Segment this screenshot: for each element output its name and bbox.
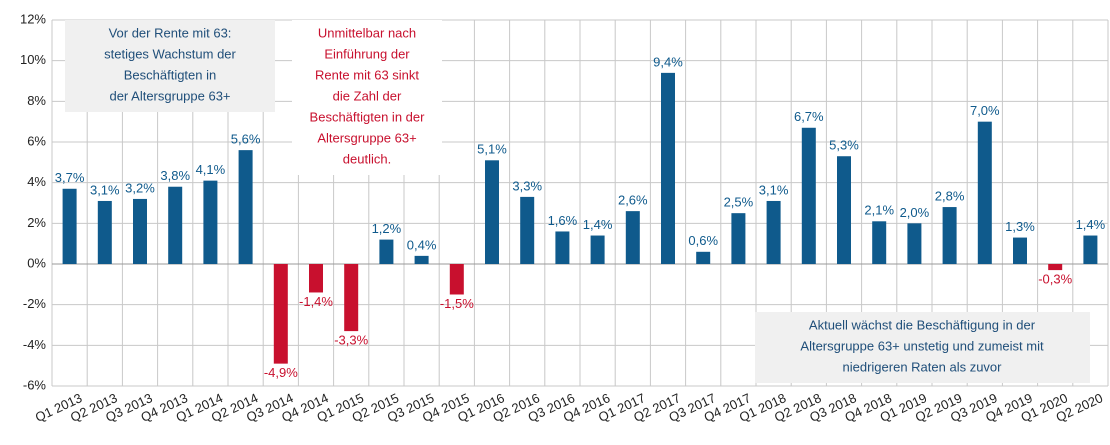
bar xyxy=(942,207,957,264)
value-label: -1,5% xyxy=(440,296,474,311)
annotation-text: niedrigeren Raten als zuvor xyxy=(843,359,1003,374)
bar xyxy=(872,221,887,264)
bar xyxy=(731,213,746,264)
bar xyxy=(1048,264,1063,271)
bar xyxy=(238,150,253,264)
bar xyxy=(555,231,570,264)
value-label: 1,3% xyxy=(1005,219,1035,234)
annotation-box xyxy=(65,20,275,112)
bar xyxy=(520,196,535,264)
bar xyxy=(273,264,288,364)
y-tick-label: 4% xyxy=(27,174,46,189)
y-tick-label: -4% xyxy=(23,337,47,352)
bar xyxy=(485,160,499,264)
y-tick-label: 12% xyxy=(20,11,46,26)
bar xyxy=(379,239,394,264)
annotation-text: Beschäftigten in xyxy=(124,67,217,82)
value-label: -1,4% xyxy=(299,294,333,309)
bar xyxy=(309,264,323,293)
annotation-text: der Altersgruppe 63+ xyxy=(109,88,230,103)
annotation-text: die Zahl der xyxy=(333,88,402,103)
bar xyxy=(696,251,711,264)
value-label: 3,1% xyxy=(759,182,789,197)
annotation-text: stetiges Wachstum der xyxy=(104,46,236,61)
annotation-box xyxy=(755,312,1090,383)
annotation-text: Altersgruppe 63+ unstetig und zumeist mi… xyxy=(800,338,1044,353)
value-label: 3,2% xyxy=(125,180,155,195)
value-label: 1,4% xyxy=(583,217,613,232)
annotation-text: Rente mit 63 sinkt xyxy=(315,67,419,82)
value-label: 5,3% xyxy=(829,138,859,153)
bar xyxy=(203,180,218,264)
value-label: 1,4% xyxy=(1076,217,1106,232)
bar xyxy=(1013,237,1027,264)
value-label: 3,3% xyxy=(512,178,542,193)
value-label: -0,3% xyxy=(1038,272,1072,287)
bar xyxy=(907,223,922,264)
value-label: 1,2% xyxy=(372,221,402,236)
bar xyxy=(168,186,183,264)
value-label: 3,8% xyxy=(160,168,190,183)
y-tick-label: 8% xyxy=(27,93,46,108)
value-label: -3,3% xyxy=(334,333,368,348)
bar xyxy=(449,264,464,295)
bar xyxy=(62,188,77,264)
y-tick-label: 6% xyxy=(27,133,46,148)
value-label: 5,6% xyxy=(231,132,261,147)
value-label: 2,8% xyxy=(935,189,965,204)
bar xyxy=(414,255,429,264)
value-label: 1,6% xyxy=(548,213,578,228)
value-label: 3,1% xyxy=(90,182,120,197)
value-label: 2,5% xyxy=(724,195,754,210)
bar xyxy=(766,200,781,264)
bar xyxy=(133,198,147,264)
annotation-text: Altersgruppe 63+ xyxy=(317,130,416,145)
bar xyxy=(1083,235,1098,264)
bar xyxy=(801,127,816,265)
value-label: 2,6% xyxy=(618,193,648,208)
value-label: -4,9% xyxy=(264,365,298,380)
annotation-text: Einführung der xyxy=(324,46,410,61)
y-tick-label: 0% xyxy=(27,255,46,270)
annotation-text: Unmittelbar nach xyxy=(318,25,416,40)
bar xyxy=(590,235,605,264)
y-tick-label: 2% xyxy=(27,215,46,230)
value-label: 3,7% xyxy=(55,170,85,185)
bar xyxy=(344,264,359,332)
value-label: 6,7% xyxy=(794,109,824,124)
y-tick-label: 10% xyxy=(20,52,46,67)
value-label: 4,1% xyxy=(196,162,226,177)
bar xyxy=(977,121,992,265)
value-label: 2,1% xyxy=(864,203,894,218)
value-label: 5,1% xyxy=(477,142,507,157)
y-tick-label: -6% xyxy=(23,377,47,392)
value-label: 0,4% xyxy=(407,237,437,252)
value-label: 9,4% xyxy=(653,54,683,69)
value-label: 0,6% xyxy=(688,233,718,248)
annotation-text: Aktuell wächst die Beschäftigung in der xyxy=(809,317,1036,332)
bar xyxy=(97,200,112,264)
annotation-text: Beschäftigten in der xyxy=(310,109,426,124)
bar xyxy=(625,211,640,264)
annotation-text: deutlich. xyxy=(343,151,391,166)
annotation-box xyxy=(292,20,442,175)
bar xyxy=(661,72,675,264)
annotation-text: Vor der Rente mit 63: xyxy=(109,25,232,40)
y-tick-label: -2% xyxy=(23,296,47,311)
value-label: 7,0% xyxy=(970,103,1000,118)
bar xyxy=(837,156,851,264)
value-label: 2,0% xyxy=(900,205,930,220)
